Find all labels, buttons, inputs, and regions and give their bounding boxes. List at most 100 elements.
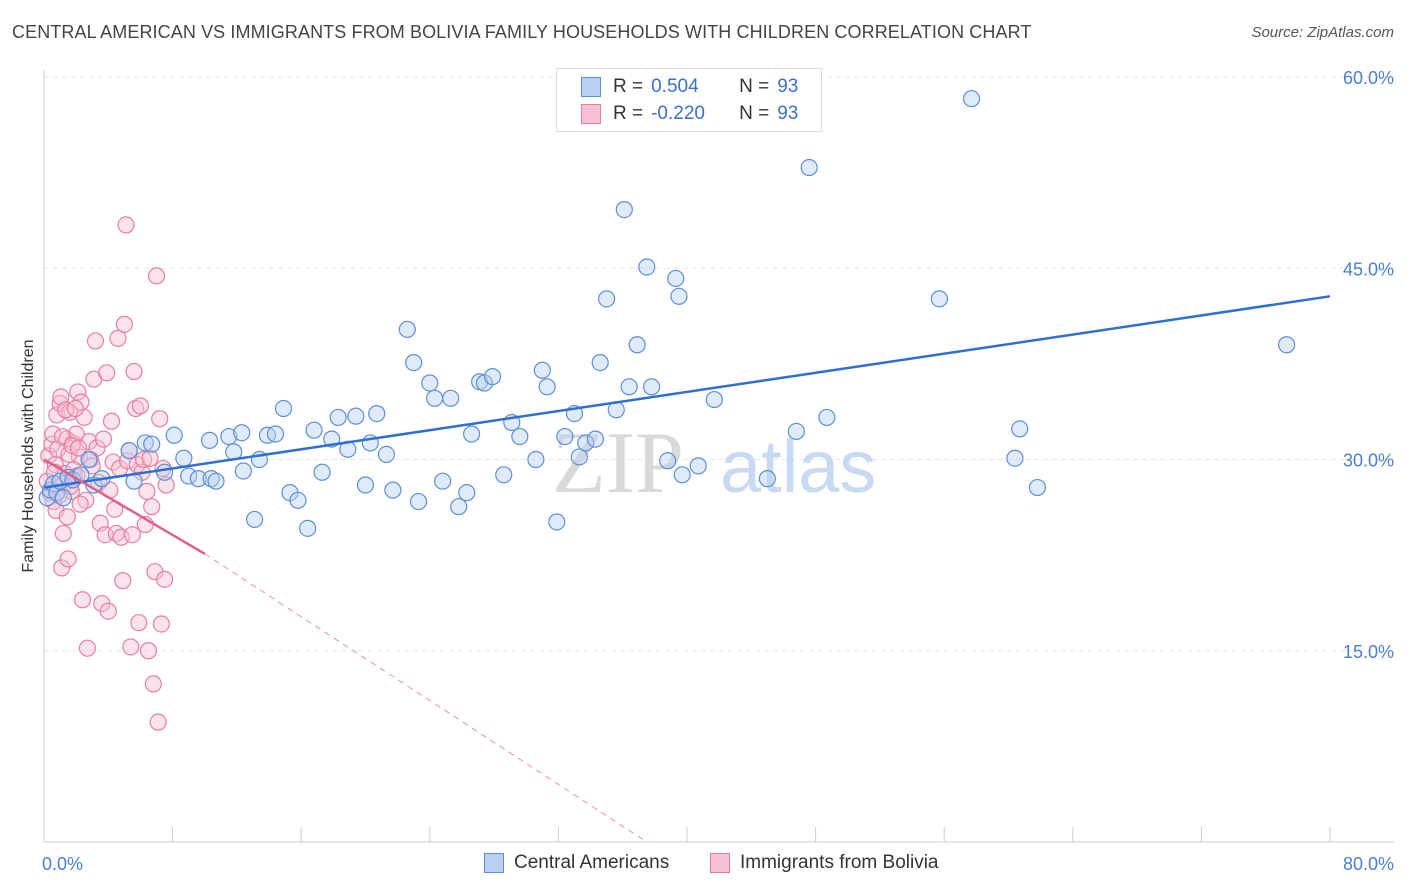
- bolivia-point: [122, 638, 140, 656]
- central-american-point: [175, 449, 193, 467]
- series-legend: Central Americans Immigrants from Bolivi…: [0, 852, 1406, 878]
- central-american-point: [329, 408, 347, 427]
- central-american-point: [377, 445, 395, 463]
- central-american-point: [207, 472, 225, 490]
- y-axis-label: Family Households with Children: [20, 340, 37, 573]
- central-american-point: [689, 457, 707, 475]
- bolivia-point: [115, 315, 133, 333]
- bolivia-point: [71, 495, 89, 513]
- chart-title: CENTRAL AMERICAN VS IMMIGRANTS FROM BOLI…: [12, 22, 1032, 42]
- bolivia-point: [157, 476, 175, 494]
- central-american-point: [313, 463, 331, 481]
- bolivia-point: [59, 550, 77, 568]
- central-american-point: [143, 435, 161, 453]
- central-american-trendline: [43, 295, 1331, 489]
- central-american-point: [577, 434, 595, 452]
- central-american-point: [289, 491, 307, 509]
- series-swatch-blue: [484, 853, 504, 873]
- series-legend-bolivia[interactable]: Immigrants from Bolivia: [710, 852, 939, 874]
- bolivia-point: [66, 399, 84, 418]
- bolivia-point: [102, 412, 121, 430]
- central-american-point: [155, 463, 174, 481]
- central-american-point: [538, 378, 556, 396]
- central-american-point: [462, 425, 481, 443]
- central-american-point: [409, 492, 428, 511]
- central-american-point: [620, 378, 638, 396]
- central-american-point: [670, 287, 688, 305]
- bolivia-point: [151, 410, 169, 428]
- central-american-point: [266, 425, 285, 443]
- legend-n-label: N =: [739, 76, 770, 97]
- central-american-point: [628, 336, 646, 354]
- central-american-point: [1011, 420, 1029, 438]
- central-american-point: [667, 269, 685, 288]
- bolivia-point: [131, 397, 150, 415]
- bolivia-point: [127, 399, 145, 418]
- series-legend-label: Immigrants from Bolivia: [740, 852, 939, 873]
- central-american-point: [54, 489, 72, 507]
- bolivia-point: [112, 528, 130, 546]
- correlation-legend: R = 0.504 N = 93 R = -0.220 N = 93: [556, 68, 822, 132]
- central-american-point: [533, 361, 551, 379]
- central-american-point: [591, 354, 609, 372]
- central-american-point: [234, 462, 252, 480]
- bolivia-point: [69, 383, 87, 401]
- central-american-point: [405, 354, 423, 372]
- legend-row-central-americans: R = 0.504 N = 93: [581, 75, 798, 99]
- bolivia-point: [94, 430, 113, 448]
- central-american-point: [548, 513, 566, 531]
- central-american-point: [189, 470, 207, 488]
- bolivia-point: [86, 332, 105, 350]
- central-american-point: [527, 450, 545, 469]
- bolivia-point: [69, 439, 88, 457]
- bolivia-point: [155, 570, 174, 588]
- bolivia-point: [53, 559, 71, 577]
- bolivia-point: [152, 615, 170, 633]
- bolivia-point: [117, 216, 135, 234]
- series-legend-central-americans[interactable]: Central Americans: [484, 852, 669, 874]
- central-american-point: [220, 427, 238, 446]
- bolivia-point: [75, 408, 93, 427]
- central-american-point: [80, 450, 98, 469]
- central-american-point: [136, 434, 154, 452]
- y-tick-label: 60.0%: [1343, 68, 1394, 88]
- series-legend-label: Central Americans: [514, 852, 670, 873]
- legend-swatch-blue: [581, 77, 601, 97]
- bolivia-point: [138, 482, 156, 500]
- legend-r-value: -0.220: [651, 103, 705, 124]
- central-american-point: [384, 481, 402, 499]
- central-american-point: [180, 467, 198, 485]
- bolivia-point: [114, 572, 132, 590]
- central-american-point: [643, 378, 661, 396]
- legend-n-value: 93: [777, 76, 799, 97]
- bolivia-point: [143, 498, 161, 516]
- central-american-point: [305, 421, 323, 439]
- central-american-point: [356, 476, 375, 494]
- bolivia-point: [54, 524, 72, 543]
- central-american-point: [450, 498, 468, 516]
- bolivia-trendline-extension: [204, 553, 648, 843]
- trendlines: [43, 295, 1331, 843]
- central-american-point: [1028, 478, 1047, 497]
- central-american-point: [442, 389, 460, 407]
- central-american-point: [245, 510, 264, 529]
- bolivia-point: [58, 508, 76, 526]
- bolivia-point: [60, 445, 78, 463]
- bolivia-point: [78, 639, 97, 657]
- central-american-point: [483, 368, 502, 386]
- central-american-point: [598, 290, 616, 308]
- axes: [43, 70, 1394, 843]
- x-tick-label-max: 80.0%: [1343, 854, 1394, 874]
- bolivia-trendline: [43, 458, 206, 555]
- bolivia-point: [98, 364, 116, 382]
- gridlines: [44, 76, 1394, 652]
- central-american-point: [347, 407, 365, 425]
- x-tick-labels: 0.0% 80.0%: [42, 854, 1394, 874]
- central-american-point: [930, 290, 948, 308]
- bolivia-point: [99, 602, 117, 620]
- legend-n-value: 93: [777, 103, 799, 124]
- legend-swatch-pink: [581, 104, 601, 124]
- bolivia-point: [135, 450, 153, 469]
- central-american-point: [511, 427, 529, 446]
- y-tick-label: 15.0%: [1343, 642, 1394, 662]
